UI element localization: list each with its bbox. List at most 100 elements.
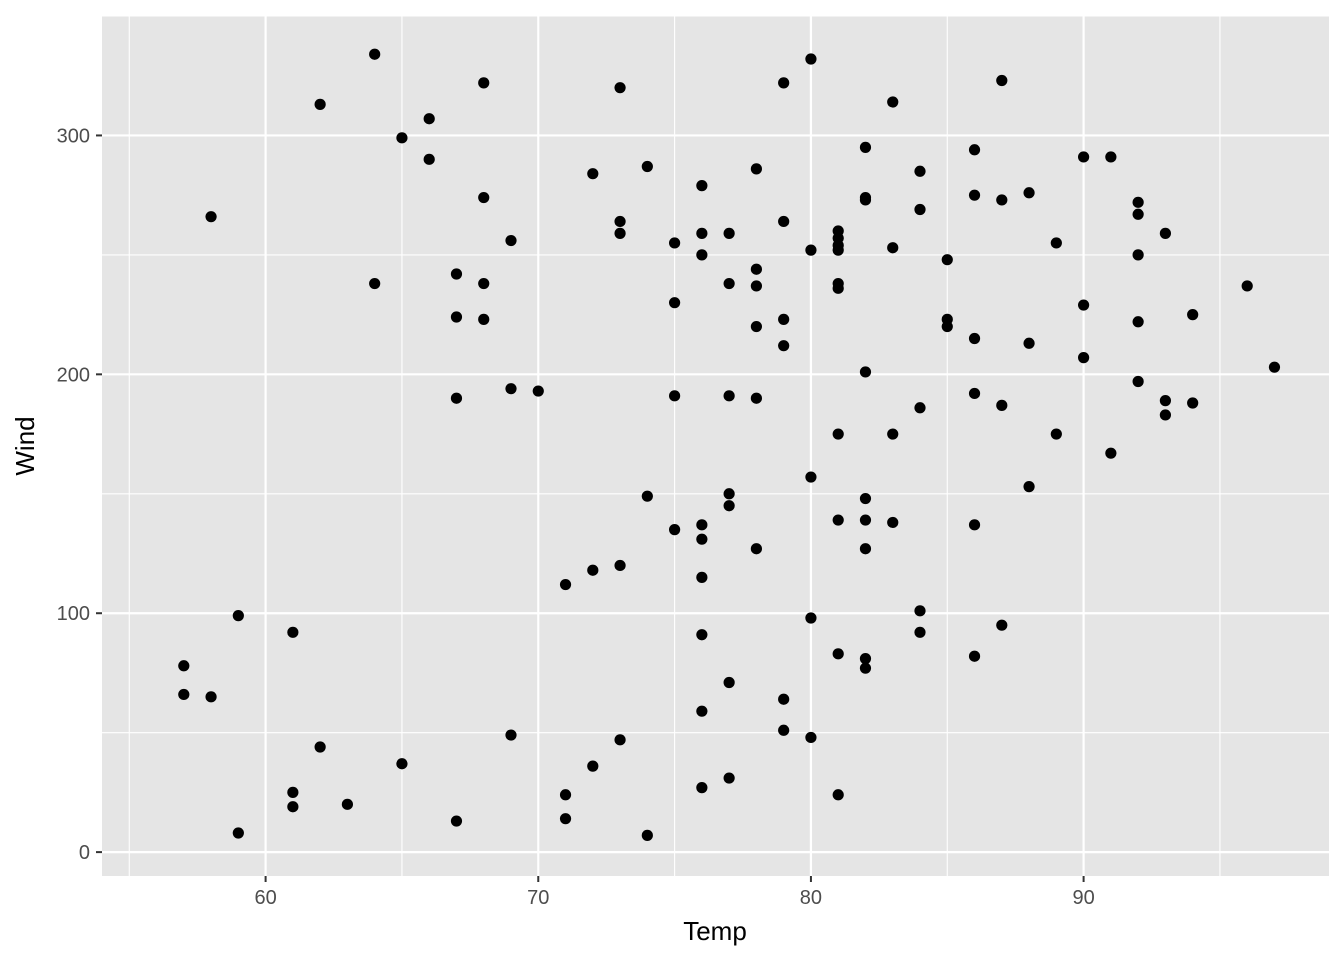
data-point <box>1023 481 1035 493</box>
data-point <box>778 215 790 228</box>
data-point <box>587 168 599 180</box>
data-point <box>478 191 490 204</box>
data-point <box>859 194 872 206</box>
data-point <box>450 815 463 827</box>
data-point <box>859 662 872 674</box>
data-point <box>968 650 981 662</box>
data-point <box>341 798 353 810</box>
data-point <box>887 96 899 108</box>
data-point <box>778 724 790 736</box>
x-tick-label: 80 <box>800 887 822 909</box>
data-point <box>287 626 299 638</box>
data-point <box>750 163 763 175</box>
data-point <box>750 392 763 404</box>
data-point <box>696 519 708 531</box>
data-point <box>669 524 681 536</box>
data-point <box>805 731 817 744</box>
data-point <box>641 490 653 502</box>
data-point <box>968 332 981 345</box>
data-point <box>1187 309 1199 321</box>
data-point <box>778 77 790 89</box>
x-axis-title: Temp <box>683 916 747 946</box>
x-tick-label: 90 <box>1072 887 1094 909</box>
data-point <box>914 626 926 638</box>
data-point <box>1159 395 1171 407</box>
data-point <box>478 77 490 89</box>
plot-panel <box>102 16 1329 876</box>
data-point <box>750 320 763 333</box>
data-point <box>696 705 708 717</box>
data-point <box>1268 361 1281 373</box>
data-point <box>805 53 817 65</box>
data-point <box>178 660 190 672</box>
data-point <box>805 244 817 256</box>
data-point <box>450 268 463 280</box>
data-point <box>859 543 872 555</box>
axis-ticks: 60 70 80 90 0 100 200 300 <box>57 125 1095 909</box>
data-point <box>587 760 599 772</box>
data-point <box>968 144 981 156</box>
data-point <box>1050 237 1062 249</box>
data-point <box>696 782 708 794</box>
data-point <box>1023 187 1035 199</box>
data-point <box>559 789 572 801</box>
y-tick-label: 100 <box>57 603 90 625</box>
data-point <box>287 801 299 813</box>
y-axis-title: Wind <box>10 416 40 475</box>
data-point <box>669 390 681 402</box>
data-point <box>832 514 844 526</box>
data-point <box>723 227 735 239</box>
data-point <box>832 282 844 294</box>
data-point <box>968 387 981 400</box>
data-point <box>232 610 244 622</box>
data-point <box>559 578 572 591</box>
data-point <box>887 428 899 440</box>
data-point <box>532 385 544 397</box>
data-point <box>614 82 626 94</box>
data-point <box>859 492 872 505</box>
data-point <box>887 516 899 529</box>
data-point <box>423 153 435 165</box>
data-point <box>1132 316 1144 328</box>
data-point <box>1159 409 1171 421</box>
data-point <box>941 254 953 266</box>
data-point <box>968 189 981 201</box>
data-point <box>914 203 926 216</box>
data-point <box>1132 208 1144 220</box>
data-point <box>669 237 681 249</box>
data-point <box>505 383 517 395</box>
data-point <box>614 734 626 746</box>
data-point <box>1078 352 1090 364</box>
data-point <box>832 244 844 256</box>
data-point <box>205 691 217 703</box>
data-point <box>614 227 626 239</box>
data-point <box>1187 397 1199 409</box>
data-point <box>1078 151 1090 163</box>
data-point <box>887 242 899 254</box>
data-point <box>996 74 1008 87</box>
data-point <box>750 543 763 555</box>
data-point <box>369 48 381 60</box>
x-tick-label: 60 <box>254 887 276 909</box>
data-point <box>996 194 1008 206</box>
data-point <box>450 392 463 404</box>
data-point <box>696 629 708 641</box>
data-point <box>559 813 572 825</box>
data-point <box>778 340 790 352</box>
data-point <box>696 533 708 545</box>
data-point <box>832 428 844 440</box>
data-point <box>750 263 763 275</box>
data-point <box>723 277 735 290</box>
data-point <box>914 605 926 617</box>
data-point <box>505 729 517 741</box>
data-point <box>614 559 626 572</box>
data-point <box>723 500 735 512</box>
data-point <box>832 648 844 660</box>
data-point <box>641 160 653 173</box>
data-point <box>314 741 326 753</box>
y-tick-label: 300 <box>57 125 90 147</box>
x-tick-label: 70 <box>527 887 549 909</box>
data-point <box>478 313 490 325</box>
data-point <box>723 676 735 689</box>
data-point <box>941 320 953 333</box>
